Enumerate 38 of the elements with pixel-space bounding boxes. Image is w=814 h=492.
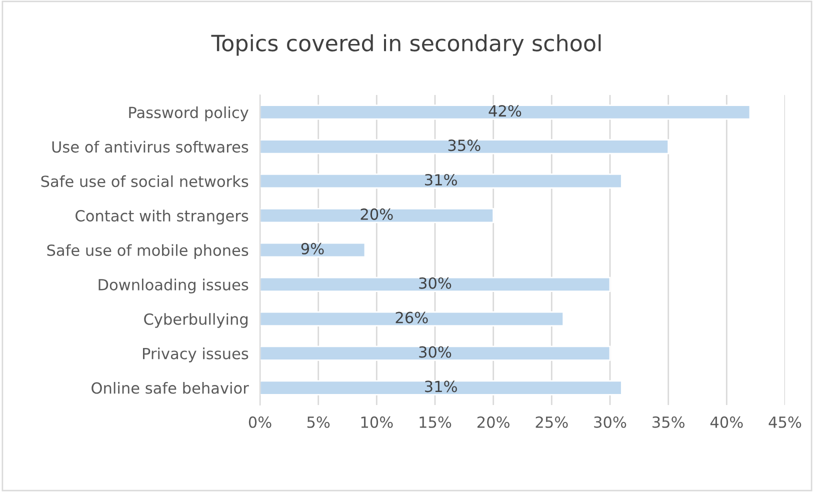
- x-tick-label: 45%: [768, 416, 802, 428]
- data-label: 30%: [419, 277, 452, 289]
- x-tick-label: 25%: [536, 416, 568, 428]
- data-label: 31%: [425, 174, 457, 186]
- x-tick-label: 15%: [420, 416, 452, 428]
- x-tick-label: 5%: [307, 416, 330, 428]
- data-label: 26%: [396, 312, 428, 324]
- y-tick-label: Contact with strangers: [76, 210, 248, 225]
- data-label: 35%: [448, 140, 480, 152]
- bar: [260, 139, 670, 154]
- y-tick-label: Cyberbullying: [144, 313, 248, 328]
- x-tick-label: 0%: [248, 416, 272, 428]
- x-tick-label: 40%: [710, 416, 743, 428]
- data-label: 42%: [488, 105, 522, 117]
- data-label: 20%: [360, 208, 393, 220]
- y-tick-label: Privacy issues: [143, 348, 248, 362]
- data-label: 30%: [419, 346, 452, 358]
- y-tick-label: Password policy: [129, 106, 248, 122]
- data-label: 9%: [301, 242, 324, 254]
- x-tick-label: 20%: [477, 416, 510, 428]
- bar: [260, 380, 622, 396]
- y-tick-label: Safe use of mobile phones: [47, 244, 248, 259]
- bar: [260, 208, 494, 224]
- y-tick-label: Use of antivirus softwares: [52, 140, 248, 153]
- y-tick-label: Safe use of social networks: [41, 175, 248, 188]
- chart-title: Topics covered in secondary school: [211, 34, 601, 56]
- bar: [260, 104, 751, 120]
- bar: [260, 346, 611, 361]
- bar: [260, 276, 611, 292]
- x-tick-label: 35%: [652, 416, 684, 428]
- x-tick-label: 30%: [594, 416, 626, 428]
- x-tick-label: 10%: [361, 416, 393, 428]
- y-tick-label: Downloading issues: [98, 278, 248, 294]
- data-label: 31%: [425, 380, 457, 392]
- bar: [260, 242, 366, 258]
- bar: [260, 174, 622, 189]
- bar: [260, 311, 564, 326]
- y-tick-label: Online safe behavior: [92, 382, 249, 394]
